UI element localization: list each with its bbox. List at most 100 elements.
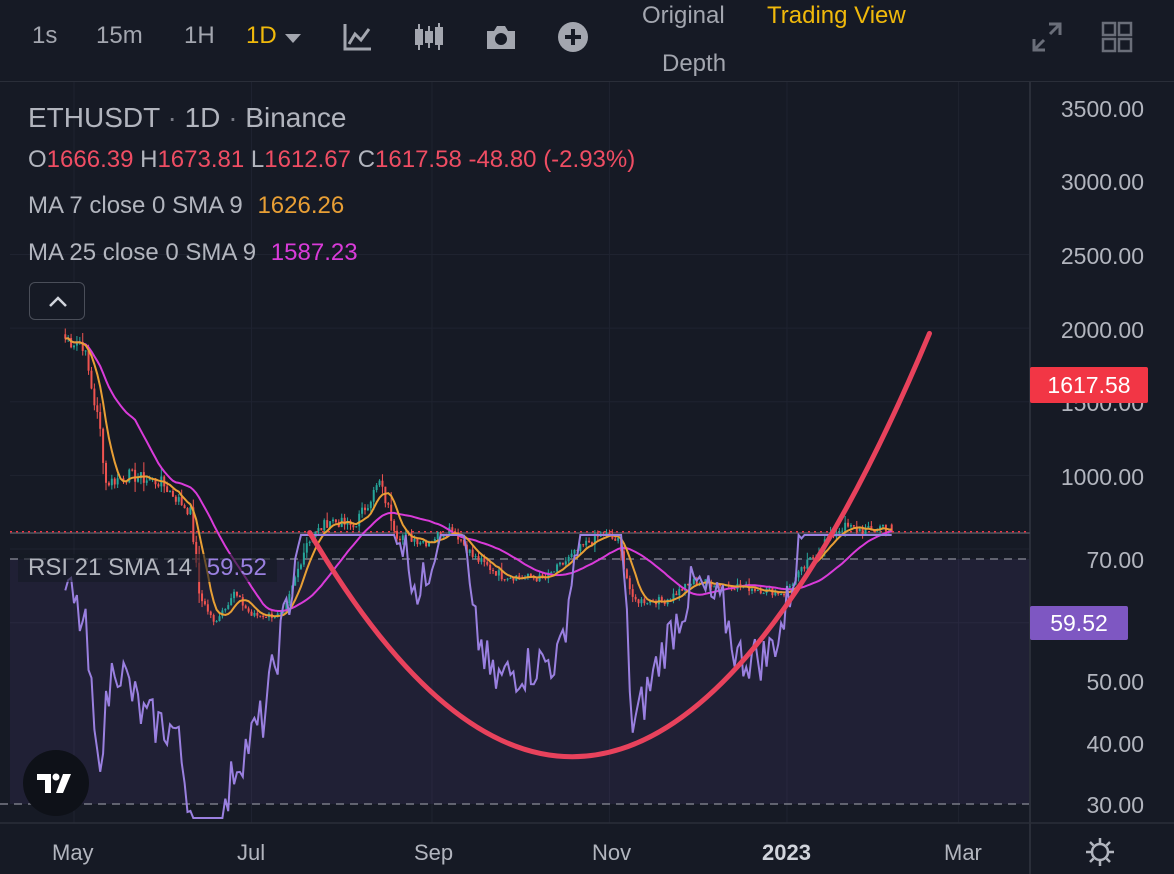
candle <box>102 427 105 475</box>
screenshot-icon[interactable] <box>484 20 518 54</box>
candle <box>460 539 463 543</box>
candle <box>393 519 396 534</box>
rsi-tick-30: 30.00 <box>1086 792 1144 818</box>
candle <box>471 545 474 559</box>
candle <box>171 488 174 498</box>
candle <box>558 561 561 567</box>
candle <box>302 543 305 567</box>
candle <box>797 569 800 582</box>
candle <box>326 512 329 528</box>
settings-gear-icon[interactable] <box>1084 836 1116 868</box>
candle <box>858 528 861 532</box>
chart-canvas[interactable] <box>0 82 1174 874</box>
ma7-line <box>65 337 892 618</box>
candle <box>561 562 564 566</box>
time-tick-may: May <box>52 840 94 865</box>
ma25-label: MA 25 close 0 SMA 9 <box>28 239 257 266</box>
candle <box>378 479 381 488</box>
candle <box>308 540 311 547</box>
chevron-down-icon[interactable] <box>282 30 304 46</box>
candle <box>585 537 588 548</box>
candle <box>113 477 116 489</box>
collapse-legend-button[interactable] <box>29 282 85 320</box>
rsi-legend[interactable]: RSI 21 SMA 14 59.52 <box>18 554 277 582</box>
tradingview-logo[interactable] <box>23 750 89 816</box>
candle <box>864 524 867 536</box>
candle <box>122 475 125 484</box>
candle <box>637 598 640 607</box>
view-depth-tab[interactable]: Depth <box>662 50 727 77</box>
ma7-legend[interactable]: MA 7 close 0 SMA 9 1626.26 <box>28 192 344 220</box>
candle <box>227 602 230 610</box>
candle <box>75 335 78 351</box>
candle <box>212 613 215 626</box>
candle <box>564 557 567 567</box>
candle <box>131 468 134 472</box>
candle <box>753 587 756 593</box>
candle <box>107 481 110 487</box>
high-value: 1673.81 <box>157 146 245 173</box>
interval-1d[interactable]: 1D <box>246 22 277 49</box>
high-label: H <box>140 146 158 173</box>
candle <box>396 525 399 543</box>
close-value: 1617.58 <box>375 146 462 173</box>
candle <box>579 543 582 554</box>
candle <box>169 490 172 493</box>
candle <box>160 467 163 492</box>
candle <box>474 553 477 560</box>
candle <box>230 593 233 606</box>
layout-grid-icon[interactable] <box>1100 20 1134 54</box>
time-tick-mar: Mar <box>944 840 982 865</box>
candle <box>192 499 195 545</box>
candle <box>349 519 352 530</box>
rsi-band-fill <box>10 559 1030 804</box>
candle <box>774 589 777 597</box>
candle <box>346 517 349 530</box>
candle-style-icon[interactable] <box>412 20 446 54</box>
candle <box>288 590 291 606</box>
candle <box>358 510 361 532</box>
candle <box>209 610 212 619</box>
candle <box>177 493 180 505</box>
candle <box>506 577 509 582</box>
candle <box>809 556 812 561</box>
rsi-value: 59.52 <box>206 554 267 581</box>
view-trading-view-tab[interactable]: Trading View <box>767 2 906 29</box>
candle <box>334 519 337 524</box>
chart-title: ETHUSDT · 1D · Binance <box>28 102 347 133</box>
candle <box>99 403 102 437</box>
candle <box>419 540 422 546</box>
ma25-legend[interactable]: MA 25 close 0 SMA 9 1587.23 <box>28 239 358 267</box>
candle <box>163 475 166 493</box>
candle <box>812 554 815 560</box>
candle <box>841 527 844 535</box>
view-original-tab[interactable]: Original <box>642 2 725 29</box>
candle <box>340 513 343 528</box>
interval-1h[interactable]: 1H <box>184 22 215 49</box>
candle <box>355 526 358 528</box>
candle <box>157 482 160 488</box>
candle <box>468 549 471 556</box>
interval-1s[interactable]: 1s <box>32 22 58 49</box>
current-price-badge: 1617.58 <box>1030 367 1148 403</box>
legend-interval: 1D <box>184 102 221 133</box>
candle <box>847 518 850 528</box>
fullscreen-icon[interactable] <box>1030 20 1064 54</box>
candle <box>224 608 227 613</box>
add-icon[interactable] <box>556 20 590 54</box>
candle <box>646 602 649 605</box>
candle <box>323 518 326 534</box>
time-tick-2023: 2023 <box>762 840 811 865</box>
candle <box>297 561 300 582</box>
candle <box>145 476 148 486</box>
candle <box>710 579 713 590</box>
chevron-up-icon <box>49 296 67 307</box>
interval-15m[interactable]: 15m <box>96 22 143 49</box>
indicators-icon[interactable] <box>340 20 374 54</box>
candle <box>739 580 742 591</box>
candle <box>259 615 262 618</box>
candle <box>486 559 489 567</box>
candle <box>762 592 765 595</box>
candle <box>582 543 585 548</box>
candle <box>477 550 480 564</box>
